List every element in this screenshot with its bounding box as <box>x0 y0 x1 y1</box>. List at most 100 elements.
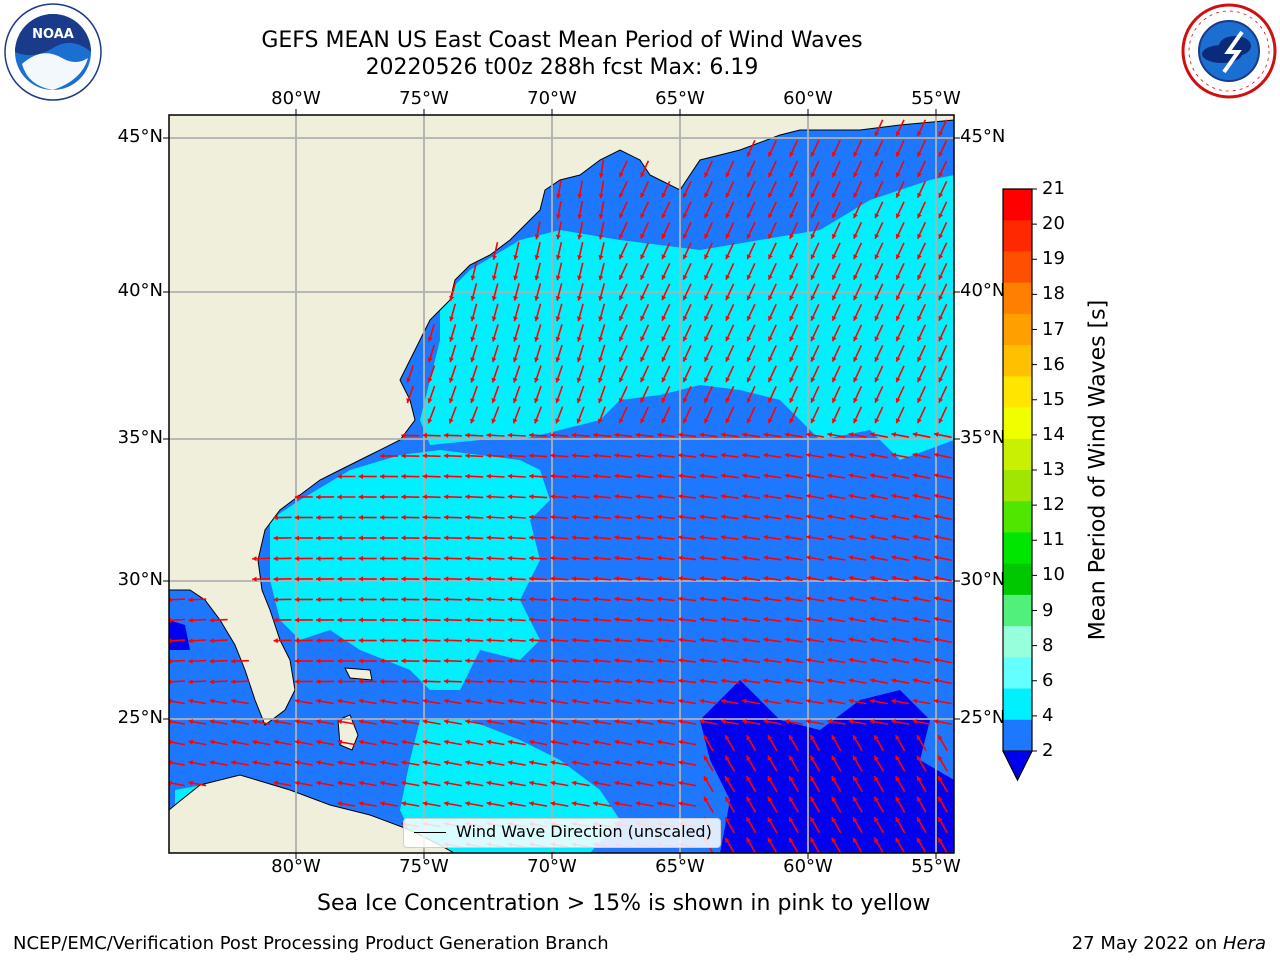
wind-arrow-head <box>810 336 816 342</box>
wind-arrow-head <box>593 801 598 807</box>
wind-arrow-head <box>895 356 901 362</box>
wind-arrow-head <box>443 453 449 459</box>
wind-arrow-head <box>550 801 556 807</box>
wind-arrow-head <box>534 255 540 260</box>
map-frame <box>168 114 955 854</box>
wind-arrow-head <box>593 637 598 643</box>
wind-arrow-head <box>555 234 561 240</box>
wind-arrow-head <box>720 637 726 643</box>
wind-arrow-head <box>870 473 875 479</box>
wind-arrow-head <box>486 739 492 745</box>
wind-arrow-head <box>465 453 470 459</box>
wind-arrow-head <box>443 494 449 500</box>
wind-arrow-head <box>720 432 726 438</box>
land-cuba <box>169 774 456 853</box>
axis-label: 40°N <box>960 280 1006 301</box>
wind-arrow-head <box>507 555 513 561</box>
wind-arrow-head <box>678 432 683 438</box>
colorbar-tick-label: 10 <box>1042 564 1065 586</box>
wind-arrow-head <box>704 172 709 178</box>
wind-arrow-head <box>294 760 300 766</box>
wind-arrow-head <box>768 315 773 321</box>
wind-arrow-head <box>209 638 214 644</box>
wind-arrow-head <box>550 719 556 725</box>
wind-arrow-head <box>874 755 879 761</box>
wind-arrow-head <box>316 535 321 541</box>
wind-arrow-head <box>513 316 518 322</box>
map-legend: Wind Wave Direction (unscaled) <box>403 818 721 848</box>
wind-arrow-head <box>465 698 470 704</box>
wind-arrow-head <box>789 172 794 178</box>
wind-arrow-head <box>512 377 518 383</box>
wind-arrow-head <box>763 514 769 520</box>
wind-arrow-head <box>917 418 922 424</box>
wind-arrow-head <box>891 473 897 479</box>
wind-arrow-head <box>874 233 880 239</box>
wind-arrow-head <box>725 776 730 782</box>
wind-arrow-head <box>401 719 407 725</box>
wind-arrow-head <box>699 452 705 458</box>
wind-arrow-head <box>870 678 875 684</box>
wind-arrow-head <box>635 473 641 479</box>
wind-arrow-head <box>874 213 880 219</box>
colorbar-segment <box>1003 719 1032 752</box>
wind-arrow-head <box>635 801 641 807</box>
wind-arrow-head <box>640 336 645 342</box>
wind-arrow-head <box>870 432 875 438</box>
wind-arrow-head <box>938 397 944 403</box>
wind-arrow-head <box>614 535 619 541</box>
wind-arrow-head <box>789 274 794 280</box>
wind-arrow-head <box>853 213 858 219</box>
wind-arrow-head <box>789 356 794 362</box>
wind-arrow-head <box>720 678 726 684</box>
wind-arrow-head <box>550 698 556 704</box>
wind-arrow-head <box>657 514 662 520</box>
wind-arrow-head <box>933 698 939 704</box>
wind-arrow-head <box>704 377 709 383</box>
wind-arrow-head <box>725 254 731 260</box>
colorbar-tick-label: 21 <box>1042 178 1065 199</box>
wind-arrow-head <box>661 254 667 260</box>
wind-arrow-head <box>422 514 427 520</box>
wind-arrow-head <box>273 535 278 541</box>
wind-arrow-head <box>742 514 747 520</box>
wind-arrow-head <box>827 616 833 622</box>
wind-arrow-head <box>912 678 918 684</box>
colorbar-tick-label: 9 <box>1042 599 1054 621</box>
wind-arrow-head <box>294 739 300 745</box>
wind-arrow-head <box>682 418 688 424</box>
wind-arrow-head <box>725 172 731 178</box>
wind-arrow-head <box>550 535 555 541</box>
wind-arrow-head <box>917 315 922 321</box>
wind-arrow-head <box>614 514 619 520</box>
wind-arrow-head <box>725 397 731 403</box>
wind-arrow-head <box>742 493 747 499</box>
wind-arrow-head <box>635 617 641 623</box>
wind-arrow-head <box>661 418 667 424</box>
wind-arrow-head <box>571 535 577 541</box>
wind-arrow-head <box>917 172 922 178</box>
wind-arrow-head <box>337 494 342 500</box>
wind-arrow-head <box>720 514 726 520</box>
colorbar-tick-label: 12 <box>1042 494 1065 516</box>
wind-arrow-head <box>486 637 491 643</box>
wind-arrow-head <box>848 432 854 438</box>
wind-arrow-head <box>571 739 577 745</box>
wind-arrow-head <box>763 473 769 479</box>
wind-arrow-head <box>895 418 901 424</box>
wind-arrow-head <box>598 255 604 260</box>
wind-arrow-head <box>614 494 619 500</box>
wind-arrow-head <box>337 637 342 644</box>
wind-arrow-head <box>507 801 513 807</box>
wind-arrow-head <box>848 657 854 663</box>
wind-arrow-head <box>806 698 811 704</box>
wind-arrow-head <box>767 755 773 761</box>
wind-arrow-head <box>938 418 944 424</box>
wind-arrow-head <box>763 678 769 684</box>
wind-arrow-head <box>337 596 342 603</box>
wind-arrow-head <box>555 316 561 322</box>
wind-arrow-head <box>699 575 705 581</box>
wind-arrow-head <box>401 637 406 643</box>
wind-arrow-head <box>827 678 833 684</box>
wind-arrow-head <box>848 719 854 725</box>
